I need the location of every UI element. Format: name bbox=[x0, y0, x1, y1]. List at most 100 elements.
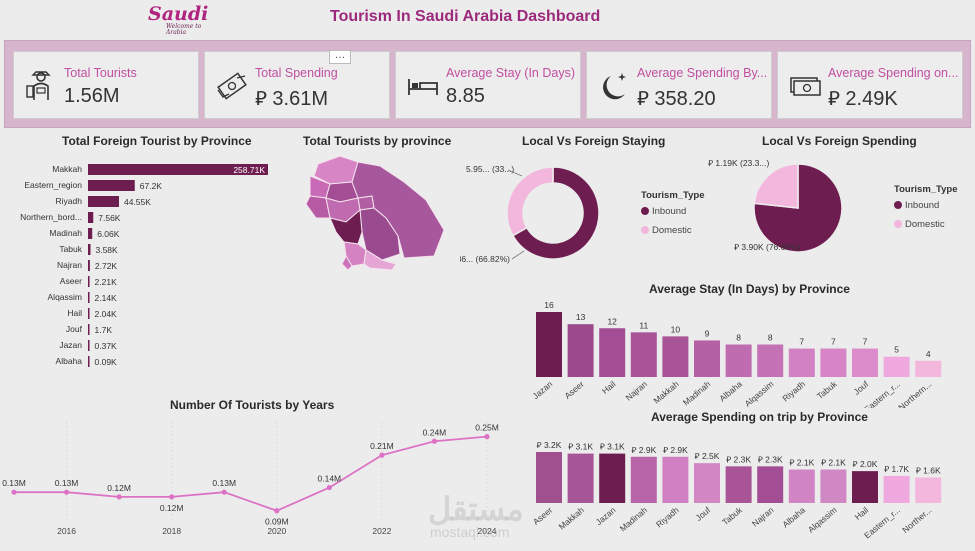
bar-data-label: ⃁ 2.9K bbox=[663, 445, 688, 455]
chart-title-tourists-by-years: Number Of Tourists by Years bbox=[170, 398, 335, 412]
bar-data-label: 3.58K bbox=[95, 245, 118, 255]
bar bbox=[820, 348, 847, 377]
pie-data-label: ⃁ 3.90K (76.69%) bbox=[734, 242, 801, 252]
bar-data-label: 0.37K bbox=[95, 341, 118, 351]
bar-category-label: Jouf bbox=[852, 378, 871, 396]
bar-data-label: 7 bbox=[831, 337, 836, 347]
bar bbox=[883, 356, 910, 377]
data-point bbox=[11, 489, 17, 495]
bar bbox=[88, 180, 135, 191]
bar-category-label: Jouf bbox=[694, 504, 713, 522]
bar-category-label: Makkah bbox=[557, 505, 586, 532]
bar bbox=[883, 475, 910, 503]
bar bbox=[915, 360, 942, 377]
average-spending-bar-chart: ⃁ 3.2K Aseer ⃁ 3.1K Makkah ⃁ 3.1K Jazan ⃁ 2.9K… bbox=[531, 440, 942, 540]
bar bbox=[536, 452, 562, 503]
donut-slice bbox=[511, 166, 600, 260]
data-point bbox=[221, 489, 227, 495]
saudi-logo: Saudi Welcome to Arabia bbox=[148, 4, 208, 36]
x-tick-label: 2020 bbox=[267, 526, 286, 536]
series-line bbox=[14, 435, 488, 512]
legend-title: Tourism_Type bbox=[641, 190, 705, 201]
bar-category-label: Hail bbox=[67, 308, 82, 318]
chart-title-average-stay: Average Stay (In Days) by Province bbox=[649, 282, 850, 296]
kpi-band: Total Tourists 1.56M Total Spending ⃁ 3.… bbox=[4, 40, 971, 128]
bar-category-label: Jazan bbox=[59, 340, 82, 350]
chart-title-map: Total Tourists by province bbox=[303, 134, 452, 148]
bar bbox=[915, 477, 942, 503]
kpi-card-average-spending-by[interactable]: Average Spending By... ⃁ 358.20 bbox=[586, 51, 772, 119]
donut-data-label: 5.95... (33...) bbox=[466, 164, 514, 174]
bar-category-label: Madinah bbox=[49, 228, 82, 238]
chart-title-average-spending: Average Spending on trip by Province bbox=[651, 410, 868, 424]
kpi-card-total-tourists[interactable]: Total Tourists 1.56M bbox=[13, 51, 199, 119]
bar bbox=[852, 471, 878, 503]
bar-data-label: 44.55K bbox=[124, 197, 151, 207]
bar bbox=[88, 308, 90, 319]
bar-data-label: ⃁ 1.7K bbox=[884, 464, 909, 474]
bar-category-label: Tabuk bbox=[59, 244, 82, 254]
bar bbox=[757, 344, 784, 377]
bar bbox=[88, 164, 268, 175]
legend-item-inbound[interactable]: Inbound bbox=[894, 200, 939, 211]
donut-leader-line bbox=[511, 250, 525, 260]
legend-label: Domestic bbox=[905, 219, 945, 230]
bar bbox=[757, 466, 784, 503]
bar-category-label: Najran bbox=[623, 379, 649, 403]
bar-category-label: Eastern_r... bbox=[862, 379, 902, 408]
bar bbox=[88, 276, 90, 287]
saudi-province-map[interactable] bbox=[300, 152, 450, 272]
more-options-button[interactable]: … bbox=[329, 50, 351, 64]
kpi-card-average-spending-on[interactable]: Average Spending on... ⃁ 2.49K bbox=[777, 51, 963, 119]
x-tick-label: 2016 bbox=[57, 526, 76, 536]
bed-icon bbox=[408, 79, 438, 95]
header: Saudi Welcome to Arabia Tourism In Saudi… bbox=[0, 0, 975, 38]
legend-item-domestic[interactable]: Domestic bbox=[894, 219, 945, 230]
map-province-riyadh bbox=[359, 207, 401, 261]
point-data-label: 0.14M bbox=[318, 474, 342, 484]
bar bbox=[567, 453, 594, 503]
foreign-tourist-bar-chart: Makkah 258.71K Eastern_region 67.2K Riyadh 44… bbox=[20, 164, 268, 367]
bar-category-label: Albaha bbox=[717, 379, 744, 404]
tourists-by-years-line-chart: 0.13M 0.13M 0.12M 0.12M 0.13M 0.09M 0.14M 0.21M… bbox=[2, 422, 499, 536]
bar-data-label: 1.7K bbox=[95, 325, 113, 335]
watermark-logo: مستقل bbox=[428, 491, 524, 527]
legend-label: Inbound bbox=[652, 206, 687, 217]
data-point bbox=[326, 484, 332, 491]
bar-data-label: ⃁ 2.3K bbox=[758, 454, 783, 464]
x-tick-label: 2022 bbox=[372, 526, 391, 536]
bar-data-label: 11 bbox=[639, 320, 648, 330]
map-province-najran bbox=[363, 249, 397, 271]
bar-data-label: ⃁ 2.1K bbox=[821, 458, 846, 468]
x-tick-label: 2024 bbox=[478, 526, 497, 536]
bar bbox=[820, 469, 847, 503]
map-province-makkah bbox=[329, 208, 363, 245]
kpi-label: Average Spending on... bbox=[828, 66, 959, 80]
bar-category-label: Albaha bbox=[780, 505, 807, 530]
bar bbox=[88, 356, 90, 367]
chart-title-local-foreign-spending: Local Vs Foreign Spending bbox=[762, 134, 917, 148]
bar-category-label: Riyadh bbox=[56, 196, 83, 206]
bar-category-label: Eastern_region bbox=[24, 180, 82, 190]
bar-data-label: ⃁ 2.0K bbox=[853, 459, 878, 469]
bar-category-label: Northern_bord... bbox=[20, 212, 82, 222]
donut-slice bbox=[506, 166, 554, 237]
bar-category-label: Alqassim bbox=[743, 379, 776, 408]
legend-item-inbound[interactable]: Inbound bbox=[641, 206, 686, 217]
bar-data-label: ⃁ 1.6K bbox=[916, 466, 941, 476]
bar-data-label: 12 bbox=[607, 316, 617, 326]
kpi-label: Average Spending By... bbox=[637, 66, 768, 80]
bar-data-label: 67.2K bbox=[140, 181, 163, 191]
moon-icon bbox=[603, 73, 626, 100]
kpi-card-average-stay[interactable]: Average Stay (In Days) 8.85 bbox=[395, 51, 581, 119]
point-data-label: 0.12M bbox=[107, 483, 131, 493]
cash-icon bbox=[790, 77, 821, 96]
bar bbox=[662, 336, 689, 377]
kpi-label: Total Tourists bbox=[64, 66, 137, 80]
kpi-card-total-spending[interactable]: Total Spending ⃁ 3.61M bbox=[204, 51, 390, 119]
tourist-icon bbox=[26, 71, 51, 100]
legend-label: Inbound bbox=[905, 200, 940, 211]
data-point bbox=[274, 508, 280, 514]
legend-item-domestic[interactable]: Domestic bbox=[641, 225, 692, 236]
bar-data-label: ⃁ 2.9K bbox=[631, 445, 656, 455]
